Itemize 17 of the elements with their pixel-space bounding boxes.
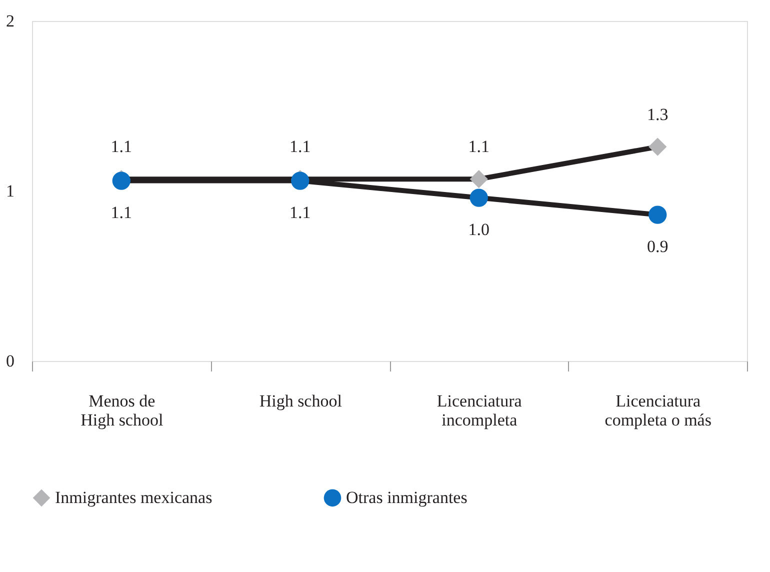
data-label: 1.1: [290, 202, 311, 222]
x-tick-label: Menos de High school: [80, 392, 164, 430]
x-tick-label: Licenciatura incompleta: [436, 392, 522, 430]
x-tick-label: High school: [259, 392, 342, 410]
data-label: 1.1: [290, 137, 311, 156]
data-label: 1.1: [110, 137, 132, 156]
x-tick-label: Licenciatura completa o más: [604, 392, 712, 430]
data-label: 0.9: [647, 236, 668, 256]
legend-label: Otras inmigrantes: [346, 488, 468, 507]
data-label: 1.1: [110, 202, 132, 222]
y-tick-label: 0: [6, 352, 14, 370]
y-tick-label: 1: [6, 182, 14, 200]
y-tick-label: 2: [6, 12, 14, 30]
data-label: 1.0: [468, 220, 490, 239]
data-label: 1.3: [647, 104, 668, 124]
legend-label: Inmigrantes mexicanas: [55, 488, 212, 507]
data-label: 1.1: [468, 137, 490, 156]
